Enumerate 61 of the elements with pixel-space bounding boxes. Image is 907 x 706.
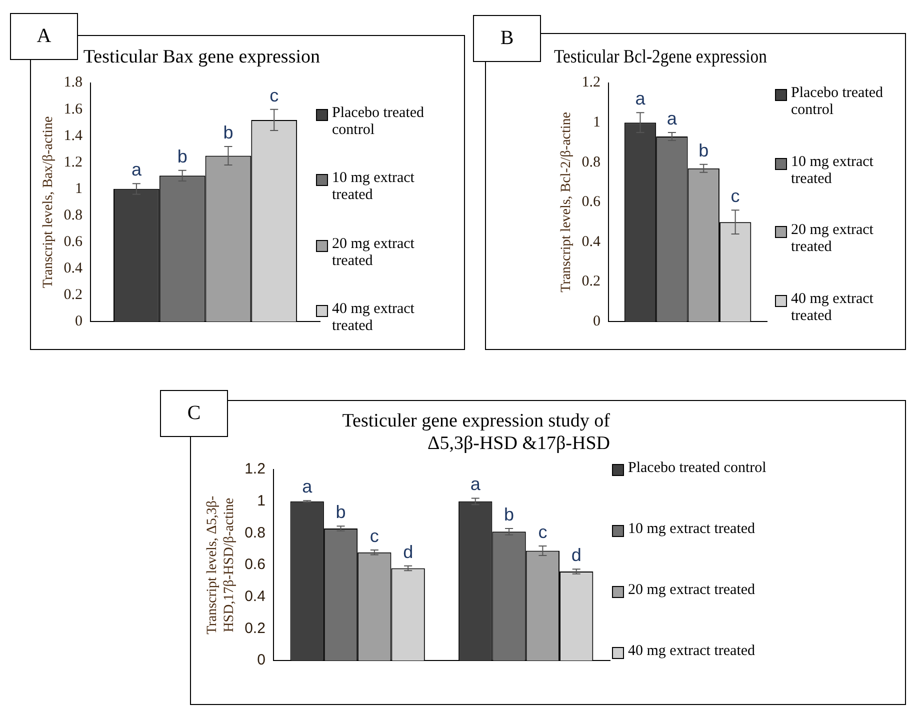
legend-label: 10 mg extract treated (332, 170, 416, 204)
y-tick-label: 0.4 (64, 260, 84, 276)
data-label: c (270, 85, 279, 106)
y-tick-label: 0 (593, 314, 601, 330)
legend-label: Placebo treated control (332, 105, 426, 139)
chart-title: Testiculer gene expression study of Δ5,3β-HSD &17β-HSD (342, 410, 611, 454)
data-label: b (223, 122, 234, 142)
data-label: b (698, 140, 709, 160)
y-tick-label: 0.2 (64, 287, 83, 304)
y-tick-label: 0.8 (64, 207, 83, 224)
y-tick-label: 0.6 (244, 556, 266, 574)
data-label: d (571, 545, 582, 566)
y-tick-label: 0.8 (582, 154, 601, 170)
data-label: a (635, 88, 646, 109)
y-tick-label: 1.6 (64, 101, 84, 118)
y-tick-label: 0.2 (582, 274, 601, 290)
legend-label: 10 mg extract treated (628, 521, 756, 538)
text: A (10, 13, 78, 60)
data-label: c (538, 522, 548, 542)
legend-label: 20 mg extract treated (332, 236, 416, 270)
y-axis-title: Transcript levels, Δ5,3β-HSD,17β-HSD/β-actine (205, 496, 237, 634)
y-tick-label: 0.4 (582, 234, 602, 250)
y-tick-label: 1.8 (64, 74, 83, 91)
data-label: c (370, 526, 379, 546)
y-tick-label: 0.2 (244, 620, 266, 637)
legend-label: 10 mg extract treated (791, 154, 874, 188)
legend-label: Placebo treated control (791, 85, 884, 119)
y-tick-label: 0.4 (244, 588, 266, 606)
y-tick-label: 0.6 (582, 194, 602, 210)
y-tick-label: 0.8 (244, 524, 266, 542)
y-tick-label: 0 (75, 314, 83, 330)
y-tick-label: 0 (257, 652, 266, 669)
y-tick-label: 1.2 (582, 74, 601, 91)
legend-label: 20 mg extract treated (791, 222, 874, 256)
text: B (473, 15, 541, 62)
legend-label: 40 mg extract treated (791, 290, 874, 325)
legend-label: Placebo treated control (628, 460, 766, 477)
data-label: a (666, 108, 678, 129)
y-tick-label: 1 (75, 180, 83, 197)
y-tick-label: 1 (593, 114, 601, 131)
y-tick-label: 1.4 (64, 128, 84, 144)
y-axis-title: Transcript levels, Bax/β-actine (41, 116, 56, 288)
data-label: a (470, 474, 482, 494)
y-tick-label: 1.2 (64, 154, 83, 170)
text: C (160, 390, 228, 437)
legend-label: 40 mg extract treated (332, 300, 416, 335)
y-tick-label: 1 (257, 492, 266, 510)
y-axis-title: Transcript levels, Bcl-2/β-actine (559, 112, 574, 292)
data-label: d (403, 542, 414, 562)
chart-title: Testicular Bcl-2gene expression (554, 45, 767, 67)
data-label: a (302, 476, 314, 497)
legend-label: 20 mg extract treated (628, 582, 756, 599)
chart-title: Testicular Bax gene expression (83, 46, 320, 68)
data-label: b (177, 146, 188, 166)
y-tick-label: 0.6 (64, 234, 84, 250)
data-label: c (730, 186, 740, 206)
legend-label: 40 mg extract treated (628, 643, 756, 660)
data-label: b (336, 502, 346, 522)
y-tick-label: 1.2 (244, 460, 266, 478)
data-label: b (504, 504, 514, 524)
data-label: a (131, 160, 142, 180)
